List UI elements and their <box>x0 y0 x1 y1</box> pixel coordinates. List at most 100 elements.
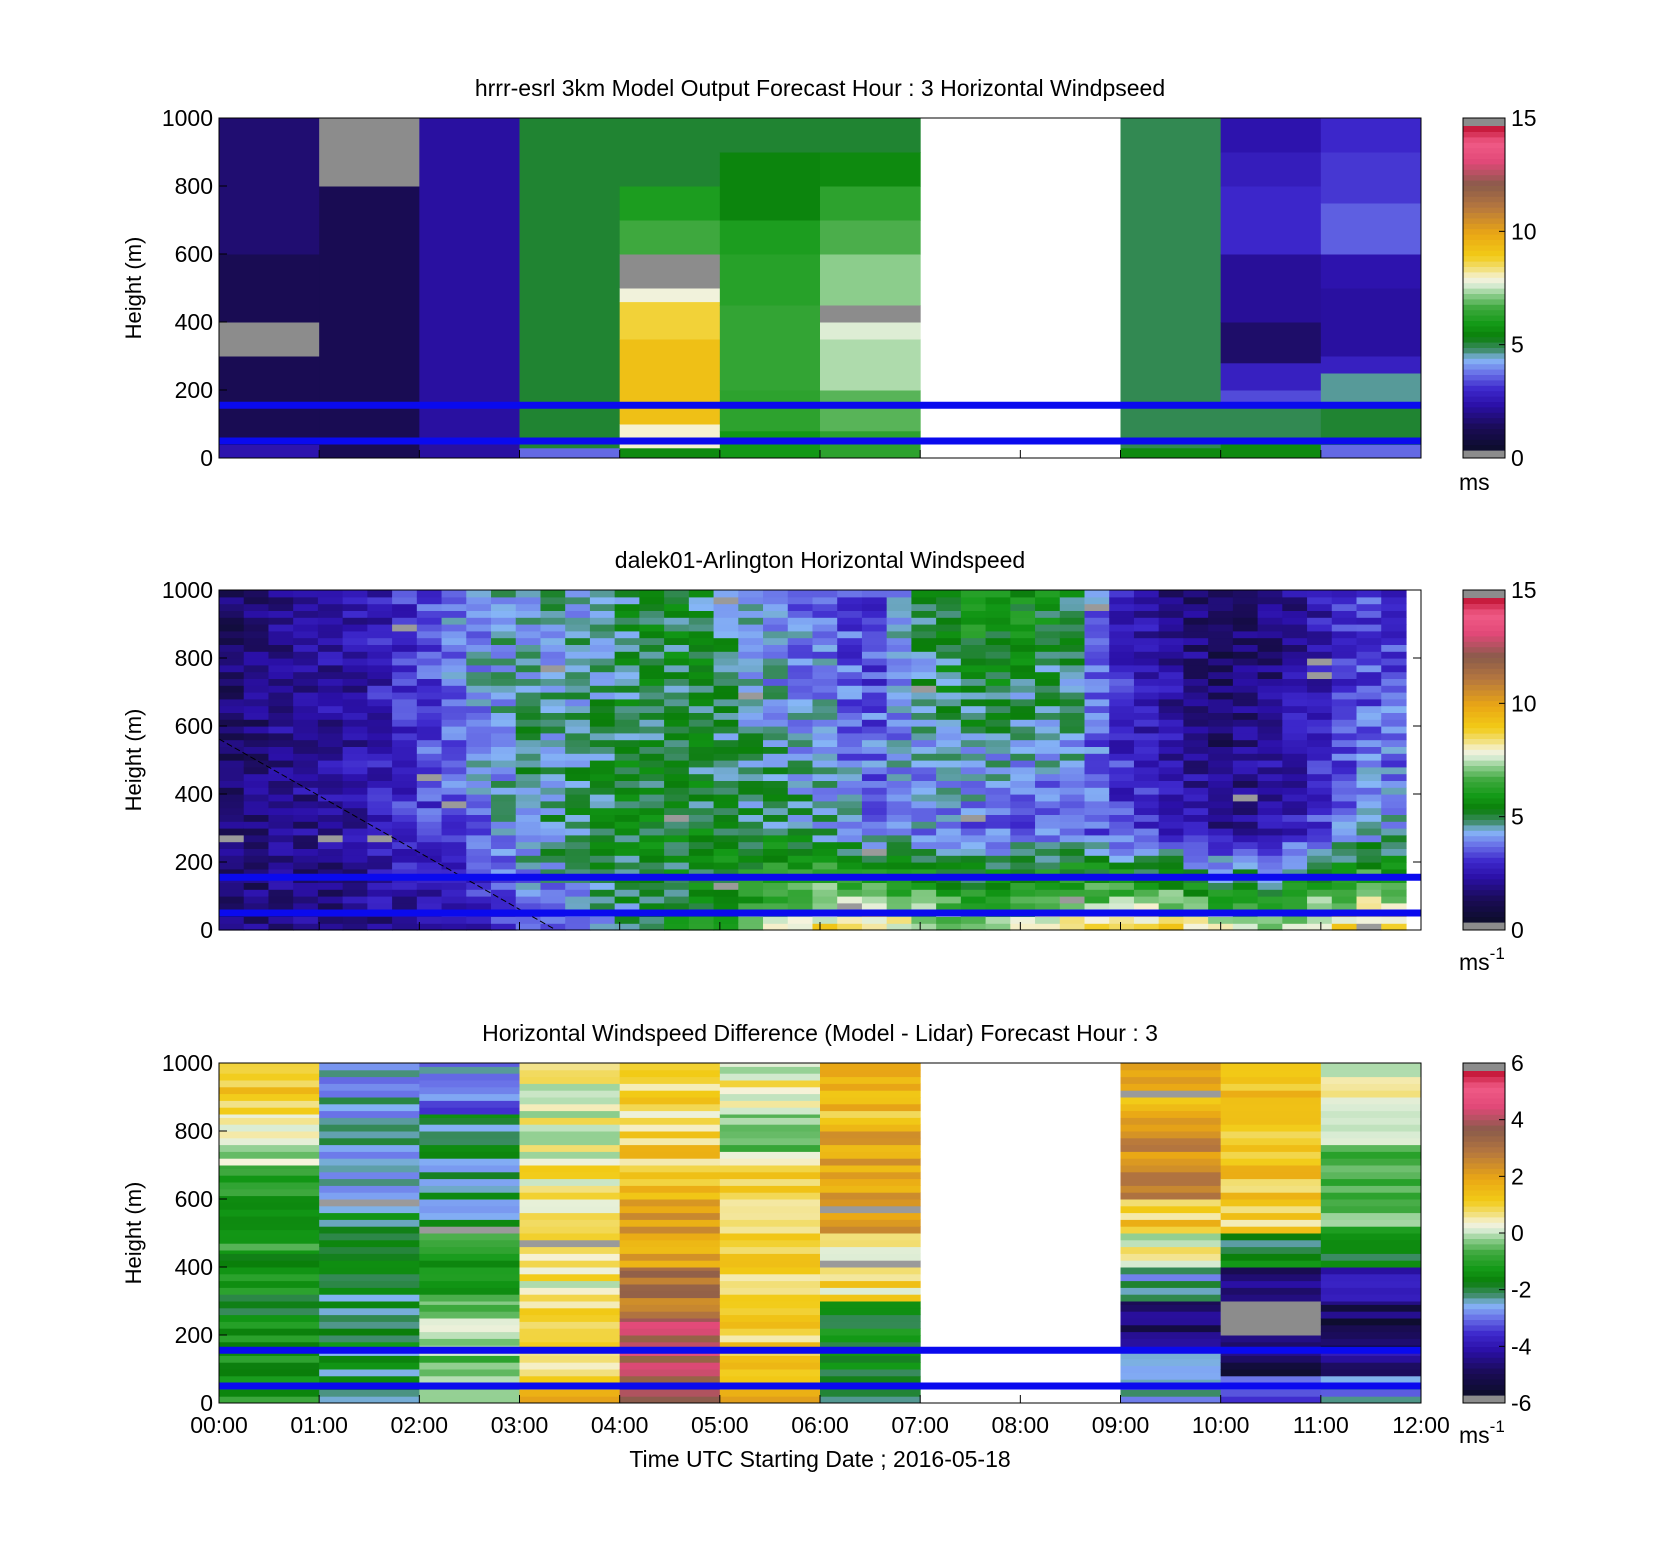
heatmap-cell <box>837 848 863 856</box>
heatmap-cell <box>763 617 789 625</box>
heatmap-cell <box>1282 617 1308 625</box>
heatmap-cell <box>1010 923 1036 931</box>
heatmap-cell <box>936 603 962 611</box>
heatmap-cell <box>342 658 368 666</box>
heatmap-cell <box>820 1199 921 1207</box>
heatmap-cell <box>416 624 443 632</box>
colorbar-segment <box>1463 792 1505 799</box>
heatmap-cell <box>219 882 245 890</box>
heatmap-cell <box>1059 855 1086 863</box>
heatmap-cell <box>219 1107 320 1115</box>
heatmap-cell <box>491 834 517 843</box>
heatmap-cell <box>713 698 739 707</box>
heatmap-cell <box>1320 1338 1422 1346</box>
heatmap-cell <box>664 868 690 877</box>
heatmap-cell <box>1320 1219 1422 1227</box>
heatmap-cell <box>985 624 1011 632</box>
heatmap-cell <box>219 685 245 693</box>
heatmap-cell <box>911 821 937 829</box>
heatmap-cell <box>1133 658 1160 666</box>
colorbar-tick-label: -4 <box>1511 1333 1532 1359</box>
heatmap-cell <box>614 868 640 877</box>
colorbar-segment <box>1463 1081 1505 1088</box>
heatmap-cell <box>243 753 270 761</box>
heatmap-cell <box>985 739 1011 747</box>
heatmap-cell <box>1381 766 1407 775</box>
heatmap-cell <box>243 868 270 877</box>
heatmap-cell <box>936 848 962 856</box>
heatmap-cell <box>1381 855 1407 863</box>
heatmap-cell <box>268 807 294 815</box>
heatmap-cell <box>1035 692 1061 700</box>
heatmap-cell <box>738 590 764 598</box>
heatmap-cell <box>1109 692 1135 700</box>
heatmap-cell <box>886 624 913 632</box>
heatmap-cell <box>1109 617 1135 625</box>
heatmap-cell <box>1010 726 1036 734</box>
heatmap-cell <box>219 658 245 666</box>
heatmap-cell <box>1307 624 1333 632</box>
heatmap-cell <box>268 610 294 618</box>
heatmap-cell <box>319 1165 420 1173</box>
heatmap-cell <box>268 862 294 870</box>
heatmap-cell <box>936 746 962 754</box>
panel-lidar-title: dalek01-Arlington Horizontal Windspeed <box>615 547 1025 573</box>
colorbar-segment <box>1463 830 1505 837</box>
heatmap-cell <box>639 916 665 924</box>
heatmap-cell <box>639 698 665 707</box>
heatmap-cell <box>419 1178 520 1186</box>
heatmap-cell <box>540 658 566 666</box>
heatmap-cell <box>1084 828 1110 836</box>
heatmap-cell <box>812 705 838 713</box>
heatmap-cell <box>619 1304 721 1312</box>
heatmap-cell <box>787 719 814 727</box>
heatmap-cell <box>317 828 344 836</box>
heatmap-cell <box>1307 896 1333 904</box>
colorbar-segment <box>1463 1243 1505 1250</box>
heatmap-cell <box>1220 1063 1322 1071</box>
heatmap-cell <box>441 787 467 795</box>
heatmap-cell <box>1220 1103 1322 1112</box>
heatmap-cell <box>219 1294 320 1302</box>
heatmap-cell <box>565 664 591 673</box>
heatmap-cell <box>763 610 789 618</box>
heatmap-cell <box>519 1151 621 1159</box>
panel-model-title: hrrr-esrl 3km Model Output Forecast Hour… <box>475 75 1165 101</box>
colorbar-unit-main: ms <box>1459 1422 1490 1448</box>
heatmap-cell <box>219 1369 320 1377</box>
heatmap-cell <box>820 1117 921 1125</box>
heatmap-cell <box>1257 719 1283 727</box>
heatmap-cell <box>540 719 566 727</box>
heatmap-cell <box>219 444 320 459</box>
heatmap-cell <box>589 719 616 727</box>
heatmap-cell <box>837 664 863 673</box>
heatmap-cell <box>1208 739 1234 747</box>
heatmap-cell <box>1356 766 1382 775</box>
heatmap-cell <box>243 841 270 849</box>
heatmap-cell <box>820 1369 921 1377</box>
heatmap-cell <box>367 596 393 605</box>
heatmap-cell <box>886 732 913 741</box>
heatmap-cell <box>1208 800 1234 809</box>
heatmap-cell <box>1381 651 1407 659</box>
colorbar-segment <box>1463 911 1505 918</box>
heatmap-cell <box>886 596 913 605</box>
heatmap-cell <box>1120 1294 1222 1302</box>
heatmap-cell <box>1307 902 1333 911</box>
heatmap-cell <box>1109 780 1135 788</box>
heatmap-cell <box>243 658 270 666</box>
heatmap-cell <box>861 794 888 802</box>
heatmap-cell <box>812 644 838 652</box>
colorbar-segment <box>1463 857 1505 864</box>
heatmap-cell <box>1282 651 1308 659</box>
y-tick-label: 400 <box>175 1254 213 1280</box>
heatmap-cell <box>515 726 542 734</box>
heatmap-cell <box>268 590 294 598</box>
heatmap-cell <box>763 719 789 727</box>
heatmap-cell <box>319 1328 420 1336</box>
heatmap-cell <box>540 596 566 605</box>
heatmap-cell <box>219 610 245 618</box>
heatmap-cell <box>713 671 739 679</box>
heatmap-cell <box>540 712 566 720</box>
heatmap-cell <box>936 834 962 843</box>
